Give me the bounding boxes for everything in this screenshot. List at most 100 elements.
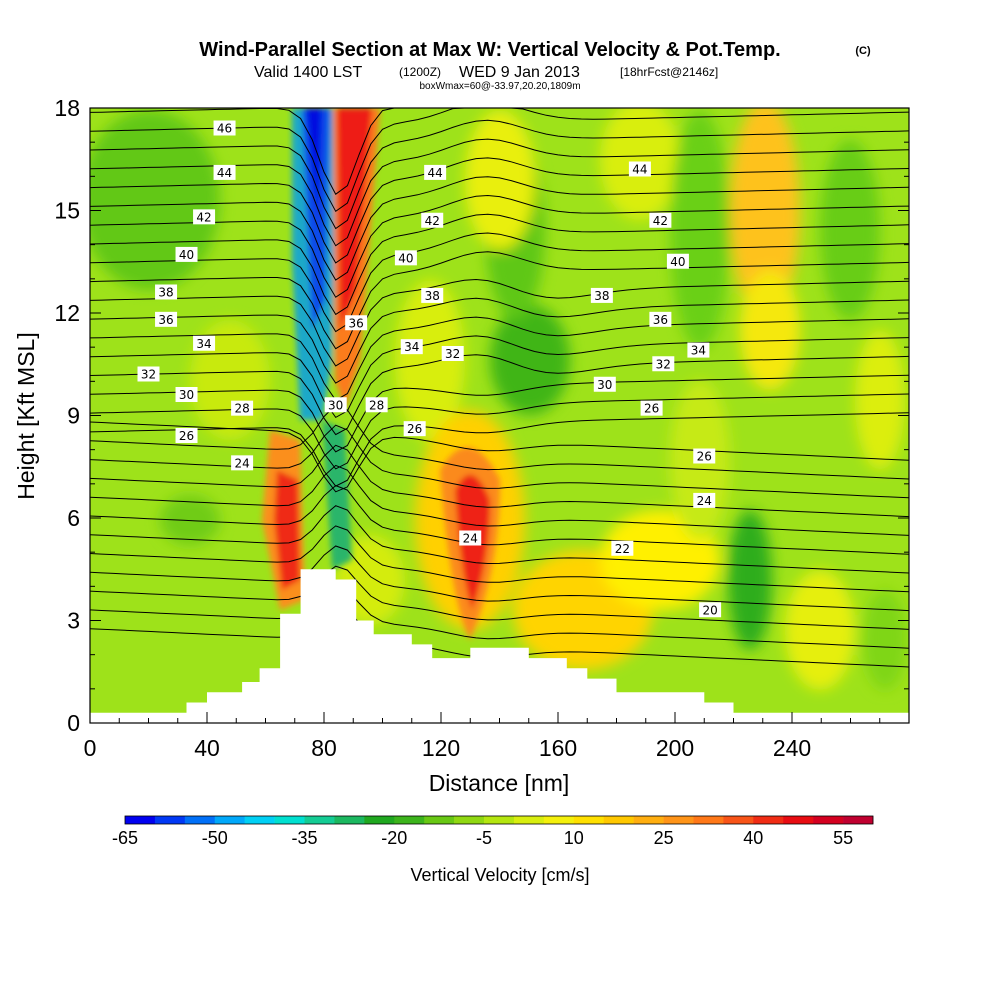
isentrope-label: 30 [175,387,198,402]
isentrope-label: 32 [441,346,464,361]
isentrope-label: 42 [649,212,672,228]
copyright-mark: (C) [855,45,871,57]
isentrope-line [90,444,909,518]
isentrope-label-box [345,315,368,331]
x-tick-label: 160 [539,735,577,761]
colorbar-tick-label: 55 [833,828,853,848]
isentrope-label: 36 [345,315,368,331]
velocity-region [728,510,772,650]
y-tick-label: 18 [54,95,80,121]
terrain [90,569,909,723]
subtitle-valid: Valid 1400 LST [254,64,362,81]
isentrope-label-text: 40 [670,255,685,269]
velocity-region [322,420,352,570]
isentrope-label: 20 [699,602,722,618]
colorbar-swatch [723,816,754,824]
subtitle-utc: (1200Z) [399,65,441,79]
isentrope-label-box [424,164,447,180]
isentrope-label: 34 [400,339,423,355]
isentrope-label: 26 [175,428,198,443]
isentrope-label-box [628,161,651,177]
isentrope-label-text: 26 [644,402,659,416]
isentrope-line [90,316,909,401]
isentrope-label: 36 [155,311,178,327]
isentrope-label-box [640,400,663,416]
isentrope-line [90,213,909,316]
x-tick-label: 120 [422,735,460,761]
isentrope-line [90,525,909,593]
x-tick-label: 40 [194,735,220,761]
colorbar-swatch [274,816,305,824]
isentrope-label-text: 42 [196,210,211,224]
isentrope-label-box [421,212,444,228]
isentrope-label: 30 [324,397,347,413]
colorbar-swatch [633,816,664,824]
isentrope-label: 26 [640,400,663,416]
y-tick-label: 6 [67,505,80,531]
isentrope-label-text: 32 [656,357,671,371]
velocity-region [490,305,570,415]
colorbar-swatch [543,816,575,824]
isentrope-label-text: 28 [234,402,249,416]
isentrope-label-text: 34 [691,344,706,358]
isentrope-label-text: 42 [653,214,668,228]
isentrope-label: 44 [628,161,651,177]
isentrope-label-box [213,120,236,136]
isentrope-label: 28 [365,397,388,413]
isentrope-line [90,176,909,281]
isentrope-labels: 20 22 24 24 24 26 26 26 26 28 28 30 30 30 32 32 32 34 34 34… [137,120,722,618]
colorbar-swatch [843,816,874,824]
isentrope-label-text: 32 [445,347,460,361]
isentrope-label-text: 44 [217,166,232,180]
isentrope-label-text: 28 [369,398,384,412]
isentrope-label-text: 30 [328,398,343,412]
isentrope-label: 32 [652,356,675,372]
colorbar-swatch [573,816,605,824]
isentrope-label: 42 [421,212,444,228]
colorbar-tick-label: -65 [112,828,138,848]
colorbar-tick-label: 10 [564,828,584,848]
isentrope-label: 40 [666,253,689,269]
isentrope-label-text: 36 [653,313,668,327]
velocity-region [160,495,220,545]
isentrope-line [90,545,909,612]
colorbar-tick-label: 25 [654,828,674,848]
isentrope-label-text: 24 [463,532,478,546]
isentrope-label-text: 38 [158,286,173,300]
y-tick-label: 0 [67,710,80,736]
velocity-region [820,140,880,320]
isentrope-label-box [175,246,198,262]
isentrope-line [90,297,909,384]
isentrope-label-box [394,250,417,266]
colorbar-swatch [334,816,365,824]
isentrope-label-box [593,376,616,392]
isentrope-label-text: 46 [217,122,232,136]
isentrope-label-text: 40 [398,251,413,265]
colorbar-swatch [364,816,395,824]
colorbar-swatch [513,816,545,824]
isentrope-label-box [365,397,388,413]
colorbar-swatch [693,816,724,824]
isentrope-label-box [590,287,613,303]
isentrope-label-text: 24 [234,456,249,470]
colorbar-label: Vertical Velocity [cm/s] [410,865,589,885]
colorbar-tick-label: -20 [381,828,407,848]
colorbar-swatch [663,816,694,824]
chart-title: Wind-Parallel Section at Max W: Vertical… [199,39,780,61]
isentrope-label-box [649,212,672,228]
colorbar-swatch [484,816,515,824]
isentrope-label-box [231,455,254,471]
colorbar-swatch [214,816,245,824]
velocity-region [785,570,855,690]
isentrope-label-box [231,400,254,416]
isentrope-label: 36 [649,311,672,327]
colorbar-swatch [603,816,634,824]
isentrope-label-box [175,428,198,443]
isentrope-label: 32 [137,366,160,382]
velocity-region [730,108,800,320]
subtitle-date: WED 9 Jan 2013 [459,64,580,81]
isentrope-label: 24 [459,530,482,546]
isentrope-label-box [687,342,710,358]
colorbar-swatch [244,816,275,824]
isentrope-line [90,565,909,630]
